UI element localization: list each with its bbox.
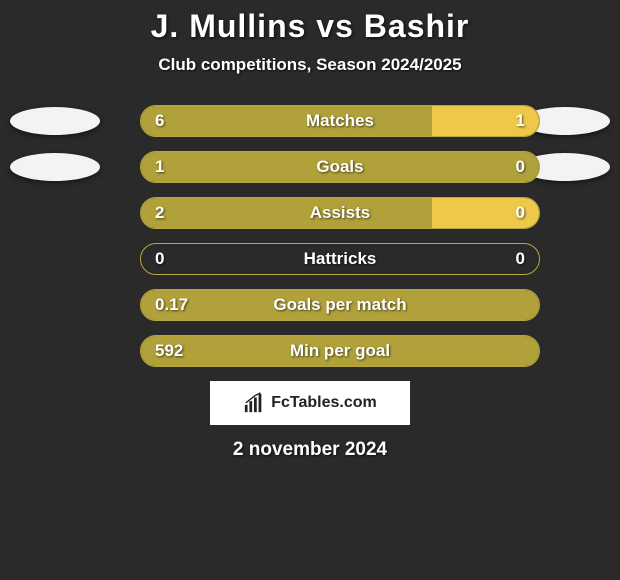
stat-name: Matches bbox=[141, 106, 539, 136]
stat-value-right: 0 bbox=[516, 198, 525, 228]
stat-row: Hattricks0 0 bbox=[30, 243, 590, 275]
stat-value-right: 1 bbox=[516, 106, 525, 136]
page-title: J. Mullins vs Bashir bbox=[0, 8, 620, 45]
stat-name: Assists bbox=[141, 198, 539, 228]
date-label: 2 november 2024 bbox=[0, 439, 620, 461]
player2-name: Bashir bbox=[364, 8, 470, 44]
stat-name: Hattricks bbox=[141, 244, 539, 274]
stat-name: Goals per match bbox=[141, 290, 539, 320]
comparison-card: J. Mullins vs Bashir Club competitions, … bbox=[0, 0, 620, 580]
stat-row: Goals per match0.17 bbox=[30, 289, 590, 321]
stat-bar: Goals per match0.17 bbox=[140, 289, 540, 321]
team-badge-left bbox=[10, 153, 100, 181]
stat-value-right: 0 bbox=[516, 244, 525, 274]
stats-container: Matches61Goals10Assists20Hattricks00Goal… bbox=[30, 105, 590, 367]
stat-value-right: 0 bbox=[516, 152, 525, 182]
stat-name: Goals bbox=[141, 152, 539, 182]
stat-value-left: 592 bbox=[155, 336, 183, 366]
stat-row: Min per goal592 bbox=[30, 335, 590, 367]
watermark-text: FcTables.com bbox=[271, 394, 377, 412]
watermark-badge: FcTables.com bbox=[210, 381, 410, 425]
stat-row: Matches6 1 bbox=[30, 105, 590, 137]
stat-value-left: 0.17 bbox=[155, 290, 188, 320]
stat-value-left: 1 bbox=[155, 152, 164, 182]
stat-row: Assists2 0 bbox=[30, 197, 590, 229]
stat-bar: Assists2 0 bbox=[140, 197, 540, 229]
stat-bar: Goals1 0 bbox=[140, 151, 540, 183]
team-badge-left bbox=[10, 107, 100, 135]
vs-text: vs bbox=[316, 8, 354, 44]
stat-value-left: 2 bbox=[155, 198, 164, 228]
stat-name: Min per goal bbox=[141, 336, 539, 366]
stat-bar: Min per goal592 bbox=[140, 335, 540, 367]
stat-bar: Matches6 1 bbox=[140, 105, 540, 137]
chart-icon bbox=[243, 392, 265, 414]
player1-name: J. Mullins bbox=[151, 8, 307, 44]
stat-value-left: 0 bbox=[155, 244, 164, 274]
stat-bar: Hattricks0 0 bbox=[140, 243, 540, 275]
stat-row: Goals1 0 bbox=[30, 151, 590, 183]
stat-value-left: 6 bbox=[155, 106, 164, 136]
subtitle: Club competitions, Season 2024/2025 bbox=[0, 55, 620, 75]
